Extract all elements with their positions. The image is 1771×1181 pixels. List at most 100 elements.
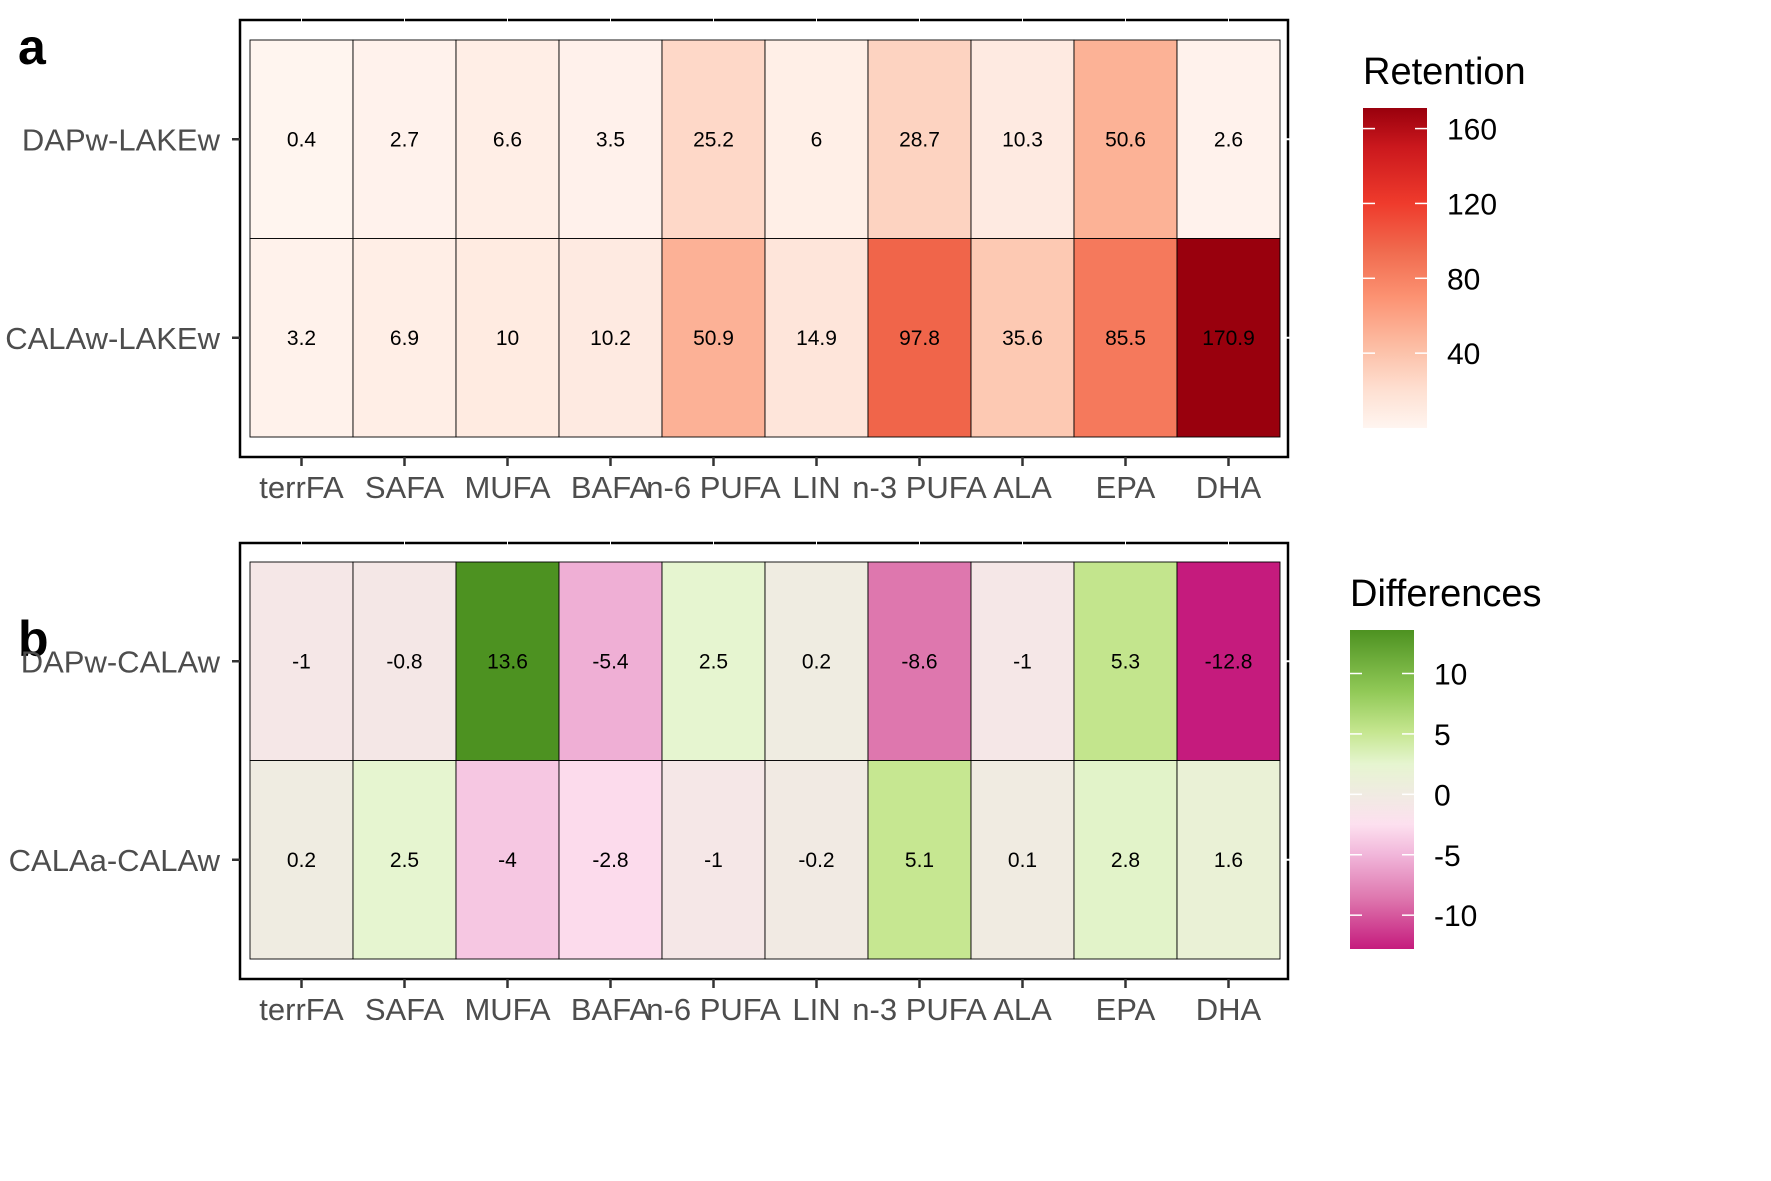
- heatmap-cell: [661, 238, 766, 438]
- cell-value-label: 13.6: [487, 650, 528, 673]
- x-tick-label: n-3 PUFA: [852, 992, 987, 1027]
- x-tick-label: MUFA: [464, 470, 550, 505]
- heatmap-cell: [661, 561, 766, 761]
- cell-value-label: 28.7: [899, 128, 940, 151]
- cell-value-label: 14.9: [796, 327, 837, 350]
- heatmap-cell: [764, 238, 869, 438]
- x-tick-label: BAFA: [571, 470, 651, 505]
- cell-value-label: -12.8: [1205, 650, 1253, 673]
- cell-value-label: 85.5: [1105, 327, 1146, 350]
- heatmap-cell: [867, 39, 972, 239]
- cell-value-label: 3.2: [287, 327, 316, 350]
- heatmap-cell: [661, 760, 766, 960]
- heatmap-cell: [867, 238, 972, 438]
- heatmap-cell: [1073, 238, 1178, 438]
- legend-tick-label: 10: [1434, 659, 1467, 692]
- heatmap-cell: [1176, 760, 1281, 960]
- cell-value-label: -0.8: [386, 650, 422, 673]
- cell-value-label: 5.1: [905, 849, 934, 872]
- heatmap-cell: [455, 39, 560, 239]
- x-tick-label: DHA: [1196, 470, 1262, 505]
- legend-tick-label: -5: [1434, 840, 1461, 873]
- cell-value-label: 97.8: [899, 327, 940, 350]
- x-tick-label: terrFA: [259, 470, 344, 505]
- panel-a-heatmap: 0.4 2.7 6.6 3.5 25.2 6 28.7 10.3 50.6 2.6 3.2 6.9 10…: [5, 18, 1526, 505]
- cell-value-label: -2.8: [592, 849, 628, 872]
- heatmap-cell: [1073, 39, 1178, 239]
- cell-value-label: 0.4: [287, 128, 317, 151]
- heatmap-cell: [558, 760, 663, 960]
- heatmap-cell: [764, 561, 869, 761]
- cell-value-label: 1.6: [1214, 849, 1243, 872]
- x-tick-label: MUFA: [464, 992, 550, 1027]
- panel-a-letter: a: [18, 19, 47, 75]
- heatmap-cell: [661, 39, 766, 239]
- panel-frame: [238, 541, 1290, 981]
- heatmap-cell: [867, 760, 972, 960]
- cell-value-label: 0.2: [287, 849, 316, 872]
- panel-frame: [238, 18, 1290, 459]
- heatmap-cell: [352, 238, 457, 438]
- x-tick-label: n-6 PUFA: [646, 470, 781, 505]
- x-tick-label: LIN: [792, 470, 840, 505]
- legend-tick-label: -10: [1434, 900, 1477, 933]
- cell-value-label: 0.1: [1008, 849, 1037, 872]
- y-tick-label: DAPw-LAKEw: [22, 122, 221, 157]
- legend-colorbar: [1363, 108, 1427, 428]
- y-tick-label: CALAw-LAKEw: [5, 321, 220, 356]
- heatmap-cell: [1176, 39, 1281, 239]
- heatmap-cell: [970, 561, 1075, 761]
- heatmap-cell: [558, 238, 663, 438]
- x-tick-label: SAFA: [365, 992, 445, 1027]
- legend-title: Retention: [1363, 51, 1526, 93]
- cell-value-label: 25.2: [693, 128, 734, 151]
- heatmap-cell: [352, 760, 457, 960]
- x-tick-label: terrFA: [259, 992, 344, 1027]
- legend-tick-label: 160: [1447, 114, 1497, 147]
- legend-tick-label: 5: [1434, 719, 1451, 752]
- cell-value-label: 2.6: [1214, 128, 1243, 151]
- cell-value-label: 6: [811, 128, 823, 151]
- legend-tick-label: 0: [1434, 779, 1451, 812]
- cell-value-label: 3.5: [596, 128, 625, 151]
- x-tick-label: EPA: [1096, 470, 1156, 505]
- x-tick-label: ALA: [993, 992, 1052, 1027]
- cell-value-label: 2.5: [699, 650, 728, 673]
- heatmap-cell: [764, 760, 869, 960]
- heatmap-cell: [455, 561, 560, 761]
- cell-value-label: 170.9: [1202, 327, 1255, 350]
- legend-colorbar: [1350, 630, 1414, 949]
- legend-tick-label: 40: [1447, 338, 1480, 371]
- cell-value-label: 2.7: [390, 128, 419, 151]
- cell-value-label: 35.6: [1002, 327, 1043, 350]
- cell-value-label: 10.2: [590, 327, 631, 350]
- cell-value-label: 6.9: [390, 327, 419, 350]
- y-tick-label: DAPw-CALAw: [21, 644, 221, 679]
- x-tick-label: LIN: [792, 992, 840, 1027]
- heatmap-cell: [1073, 561, 1178, 761]
- cell-value-label: 0.2: [802, 650, 831, 673]
- heatmap-cell: [764, 39, 869, 239]
- heatmap-cell: [1176, 238, 1281, 438]
- heatmap-cell: [970, 760, 1075, 960]
- heatmap-cell: [249, 39, 354, 239]
- cell-value-label: -4: [498, 849, 517, 872]
- heatmap-cell: [970, 238, 1075, 438]
- cell-value-label: 10.3: [1002, 128, 1043, 151]
- y-tick-label: CALAa-CALAw: [9, 843, 221, 878]
- cell-value-label: -1: [704, 849, 723, 872]
- x-tick-label: DHA: [1196, 992, 1262, 1027]
- heatmap-cell: [249, 238, 354, 438]
- heatmap-cell: [455, 760, 560, 960]
- legend-tick-label: 120: [1447, 188, 1497, 221]
- cell-value-label: 50.9: [693, 327, 734, 350]
- legend-tick-label: 80: [1447, 263, 1480, 296]
- cell-value-label: 2.5: [390, 849, 419, 872]
- x-tick-label: ALA: [993, 470, 1052, 505]
- heatmap-cell: [970, 39, 1075, 239]
- x-tick-label: EPA: [1096, 992, 1156, 1027]
- cell-value-label: -1: [292, 650, 311, 673]
- heatmap-cell: [249, 760, 354, 960]
- panel-b-letter: b: [18, 611, 49, 667]
- heatmap-cell: [455, 238, 560, 438]
